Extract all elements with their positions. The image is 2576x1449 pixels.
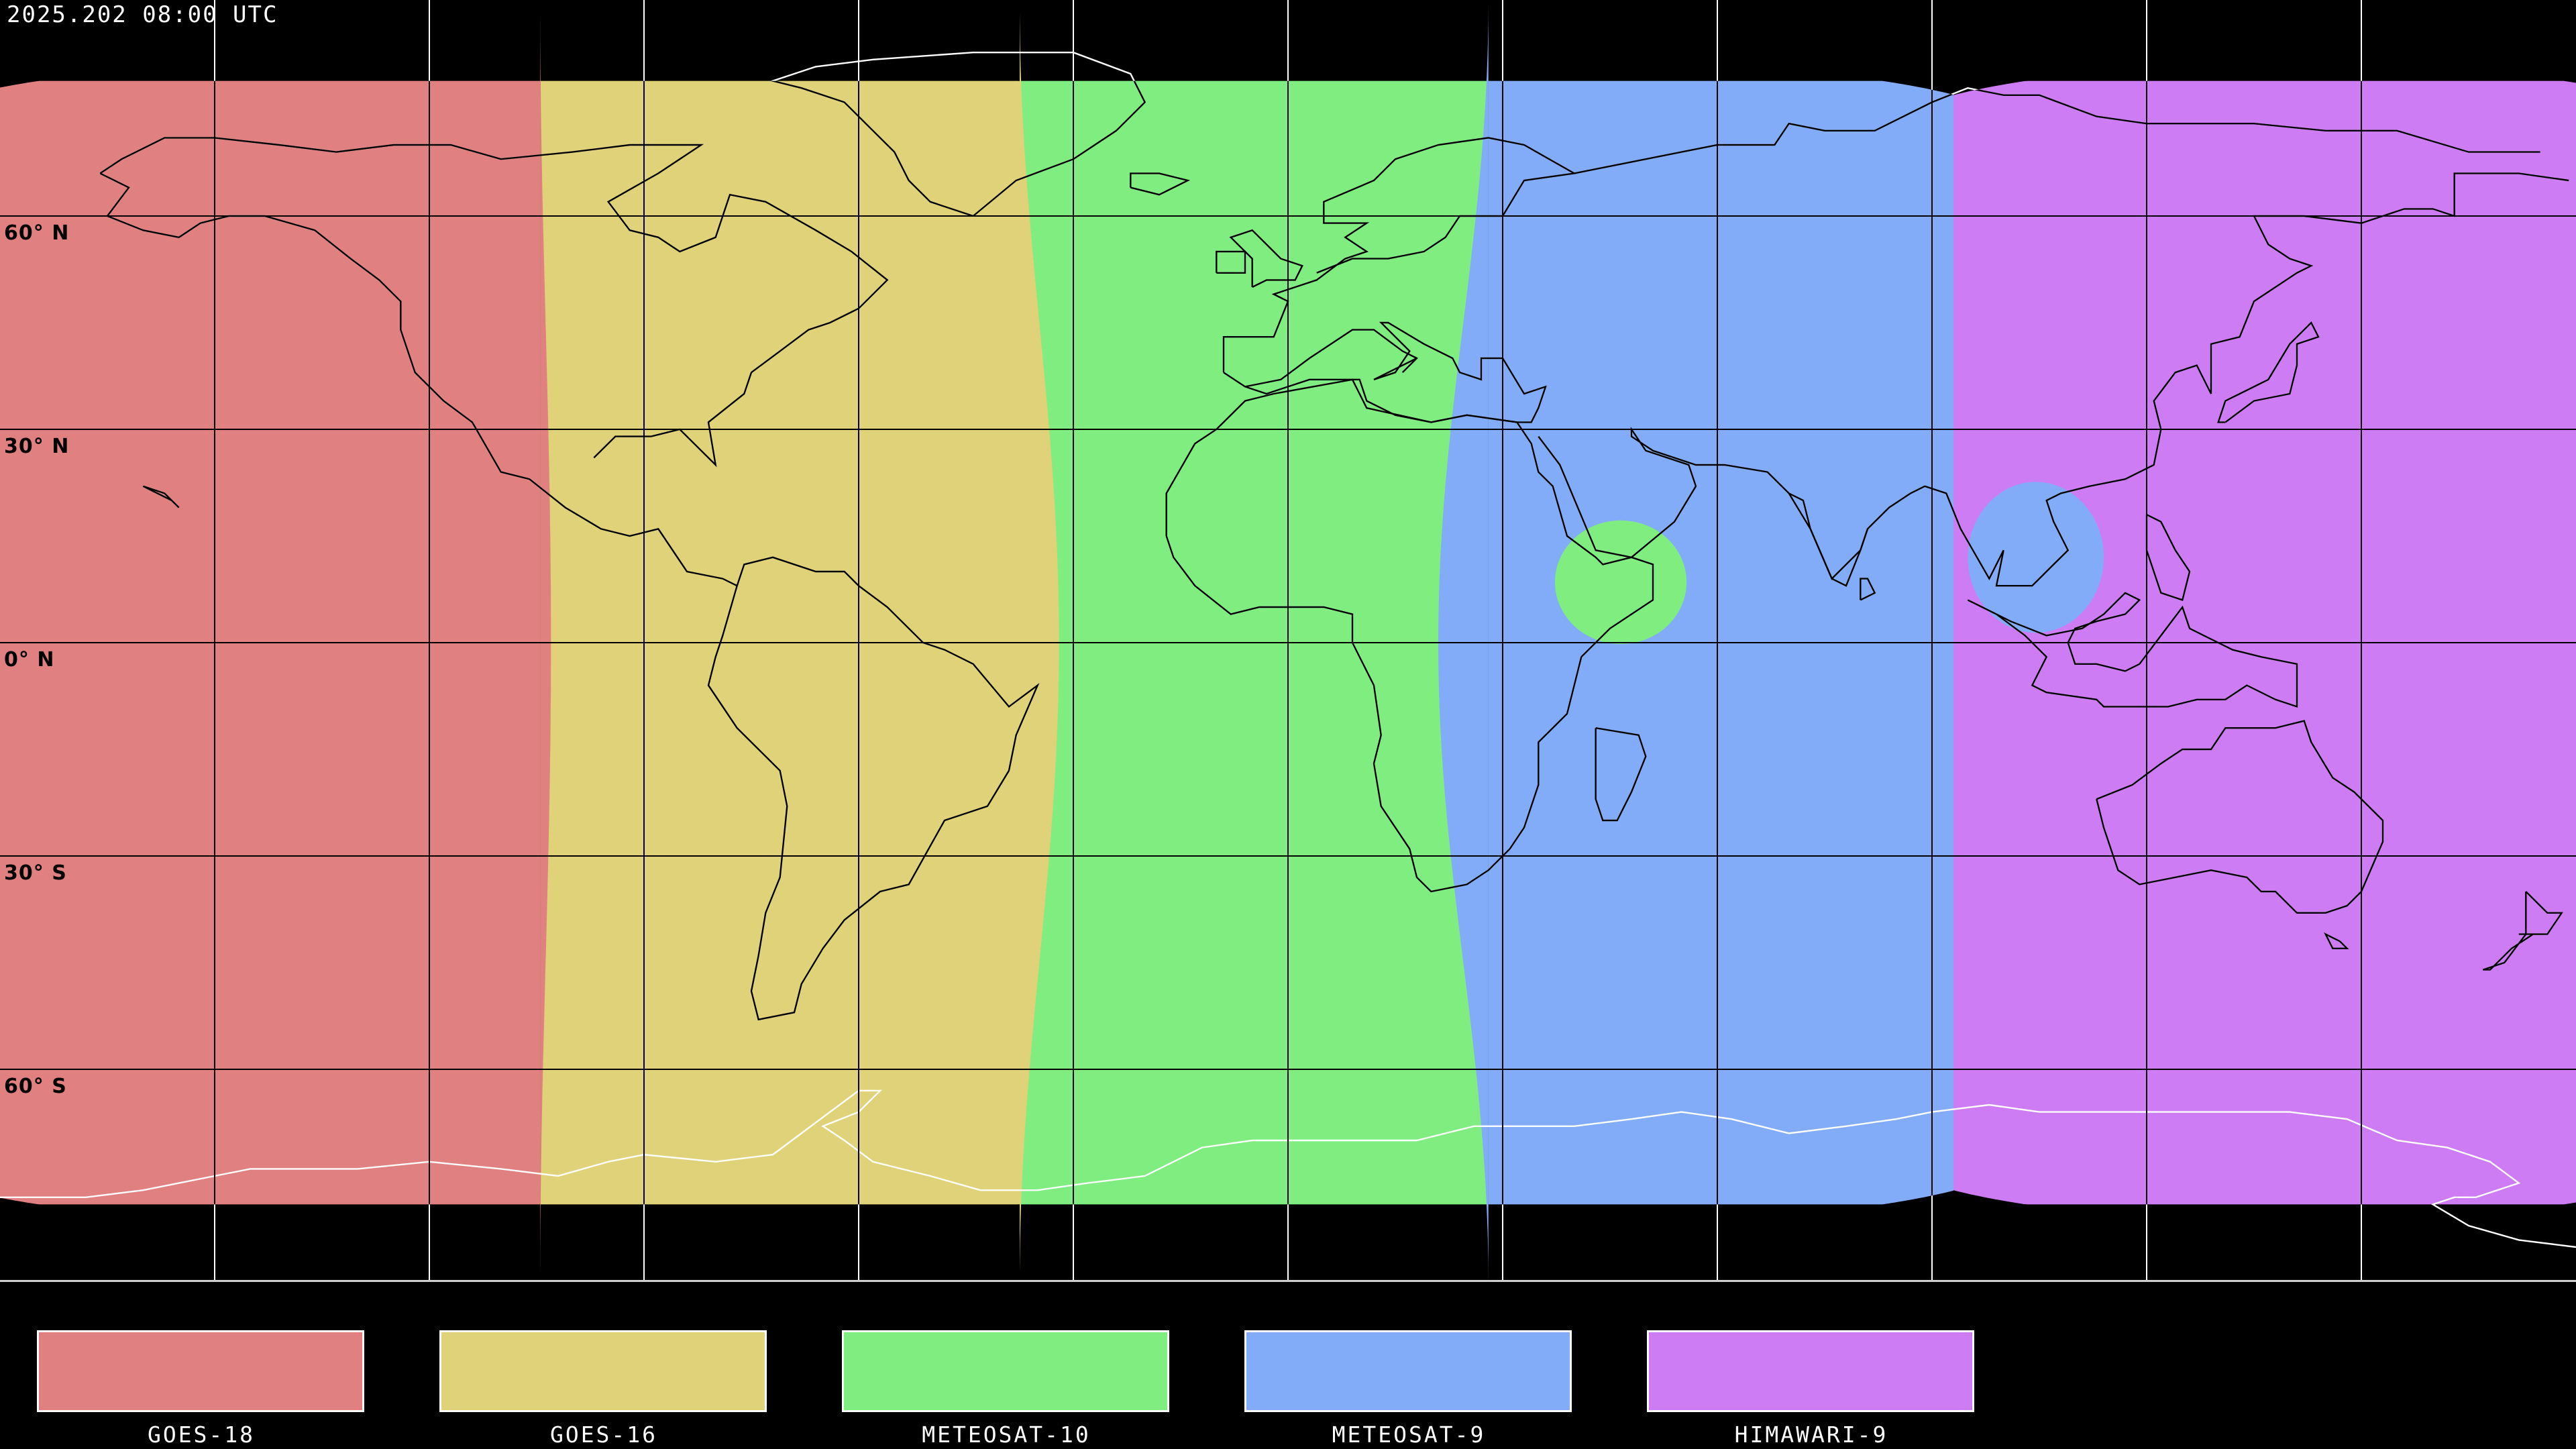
legend-item-himawari-9[interactable]: HIMAWARI-9: [1647, 1330, 1976, 1448]
legend-item-meteosat-10[interactable]: METEOSAT-10: [842, 1330, 1171, 1448]
coverage-seam: [1020, 3, 1059, 1280]
world-map-svg: [0, 0, 2576, 1280]
legend-label-meteosat-9: METEOSAT-9: [1332, 1421, 1486, 1448]
legend-swatch-meteosat-9: [1244, 1330, 1572, 1412]
lat-label-30n: 30° N: [4, 435, 70, 458]
coastline-filled: [1967, 592, 2298, 708]
graticule-layer: [0, 0, 2576, 1280]
coastline-filled: [2482, 891, 2563, 971]
coastline-antarctica: [0, 1089, 2576, 1248]
coverage-seam: [540, 3, 551, 1280]
coverage-inset-meteosat-10: [1554, 520, 1687, 645]
legend-label-goes-16: GOES-16: [549, 1421, 658, 1448]
coastline-filled: [1165, 378, 1654, 893]
legend-label-himawari-9: HIMAWARI-9: [1734, 1421, 1888, 1448]
legend-swatch-himawari-9: [1647, 1330, 1974, 1412]
lat-label-30s: 30° S: [4, 861, 67, 885]
legend-item-meteosat-9[interactable]: METEOSAT-9: [1244, 1330, 1573, 1448]
legend-label-goes-18: GOES-18: [147, 1421, 256, 1448]
coastline-filled: [1229, 229, 1303, 288]
coverage-inset-meteosat-9: [1968, 482, 2104, 633]
coastline-filled: [707, 556, 1040, 1021]
coastline-filled: [769, 80, 1146, 217]
legend-item-goes-18[interactable]: GOES-18: [37, 1330, 366, 1448]
legend-swatch-goes-18: [37, 1330, 364, 1412]
legend-label-meteosat-10: METEOSAT-10: [922, 1421, 1091, 1448]
graticule-over-coverage: [0, 0, 2576, 1280]
coastline-filled: [1216, 250, 1246, 274]
coverage-seam: [1438, 3, 1489, 1280]
coastline-filled: [1788, 492, 1869, 580]
legend-swatch-goes-16: [439, 1330, 767, 1412]
legend-item-goes-16[interactable]: GOES-16: [439, 1330, 768, 1448]
coastline-filled: [1595, 727, 1647, 822]
satellite-legend: GOES-18 GOES-16 METEOSAT-10 METEOSAT-9 H…: [0, 1282, 2576, 1449]
utc-timestamp: 2025.202 08:00 UTC: [7, 1, 278, 28]
legend-swatch-meteosat-10: [842, 1330, 1169, 1412]
coastline-filled: [2217, 321, 2320, 423]
coastline-filled: [2324, 932, 2349, 949]
lat-label-60s: 60° S: [4, 1075, 67, 1098]
coastline-filled: [2145, 514, 2191, 601]
coastline-filled: [1860, 578, 1876, 601]
coastline-filled: [99, 172, 738, 587]
coastline-filled: [1130, 172, 1191, 196]
coastline-filled: [142, 485, 180, 508]
map-legend-divider: [0, 1280, 2576, 1282]
coastline-filled: [1223, 321, 1547, 423]
map-canvas[interactable]: 60° N 30° N 0° N 30° S 60° S: [0, 0, 2576, 1280]
lat-label-60n: 60° N: [4, 221, 70, 245]
coastline-filled: [2096, 720, 2384, 914]
lat-label-0: 0° N: [4, 648, 55, 672]
coastlines-layer: [0, 52, 2576, 1248]
